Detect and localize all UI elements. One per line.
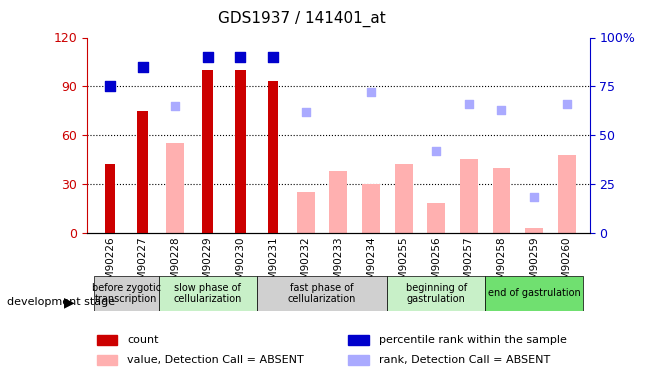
Point (137, 64, 148, 70)
Bar (330, 171, 347, 232)
Text: value, Detection Call = ABSENT: value, Detection Call = ABSENT (127, 355, 304, 365)
Text: GSM90258: GSM90258 (496, 237, 507, 293)
Text: end of gastrulation: end of gastrulation (488, 288, 580, 298)
Text: GSM90234: GSM90234 (366, 237, 376, 293)
Bar (395, 164, 413, 232)
Text: percentile rank within the sample: percentile rank within the sample (379, 335, 566, 345)
Bar (348, 355, 369, 365)
Text: GSM90226: GSM90226 (105, 237, 115, 293)
Text: before zygotic
transcription: before zygotic transcription (92, 283, 161, 304)
Point (366, 89, 377, 95)
FancyBboxPatch shape (387, 276, 485, 311)
Bar (460, 159, 478, 232)
Bar (235, 70, 246, 232)
Text: GSM90233: GSM90233 (334, 237, 343, 293)
Bar (202, 70, 213, 232)
Text: GSM90259: GSM90259 (529, 237, 539, 293)
Bar (525, 228, 543, 232)
Bar (297, 192, 315, 232)
Text: count: count (127, 335, 159, 345)
Text: fast phase of
cellularization: fast phase of cellularization (288, 283, 356, 304)
Bar (97, 355, 117, 365)
Point (300, 109, 311, 115)
Point (105, 83, 115, 89)
Text: slow phase of
cellularization: slow phase of cellularization (174, 283, 242, 304)
Bar (362, 184, 380, 232)
Text: GSM90227: GSM90227 (137, 237, 147, 293)
Text: GSM90260: GSM90260 (561, 237, 572, 293)
Bar (97, 335, 117, 345)
Text: GSM90232: GSM90232 (301, 237, 311, 293)
Text: GSM90228: GSM90228 (170, 237, 180, 293)
Text: rank, Detection Call = ABSENT: rank, Detection Call = ABSENT (379, 355, 550, 365)
Bar (427, 203, 445, 232)
FancyBboxPatch shape (159, 276, 257, 311)
Bar (268, 81, 279, 232)
Point (202, 54, 213, 60)
FancyBboxPatch shape (257, 276, 387, 311)
FancyBboxPatch shape (485, 276, 583, 311)
Point (529, 194, 539, 200)
Point (561, 101, 572, 107)
Bar (492, 168, 511, 232)
Text: beginning of
gastrulation: beginning of gastrulation (405, 283, 467, 304)
Point (268, 54, 279, 60)
Text: GSM90256: GSM90256 (431, 237, 442, 293)
Point (170, 103, 180, 109)
Bar (166, 143, 184, 232)
Text: GSM90230: GSM90230 (235, 237, 245, 293)
Point (431, 148, 442, 154)
Text: GSM90255: GSM90255 (399, 237, 409, 293)
Bar (348, 335, 369, 345)
Point (496, 106, 507, 112)
Bar (137, 111, 148, 232)
Text: GSM90229: GSM90229 (203, 237, 213, 293)
Text: ▶: ▶ (64, 295, 74, 309)
FancyBboxPatch shape (94, 276, 159, 311)
Text: GDS1937 / 141401_at: GDS1937 / 141401_at (218, 11, 385, 27)
Text: GSM90231: GSM90231 (268, 237, 278, 293)
Point (464, 101, 474, 107)
Point (235, 54, 246, 60)
Text: development stage: development stage (7, 297, 115, 307)
Text: GSM90257: GSM90257 (464, 237, 474, 293)
Bar (558, 154, 576, 232)
Bar (105, 164, 115, 232)
